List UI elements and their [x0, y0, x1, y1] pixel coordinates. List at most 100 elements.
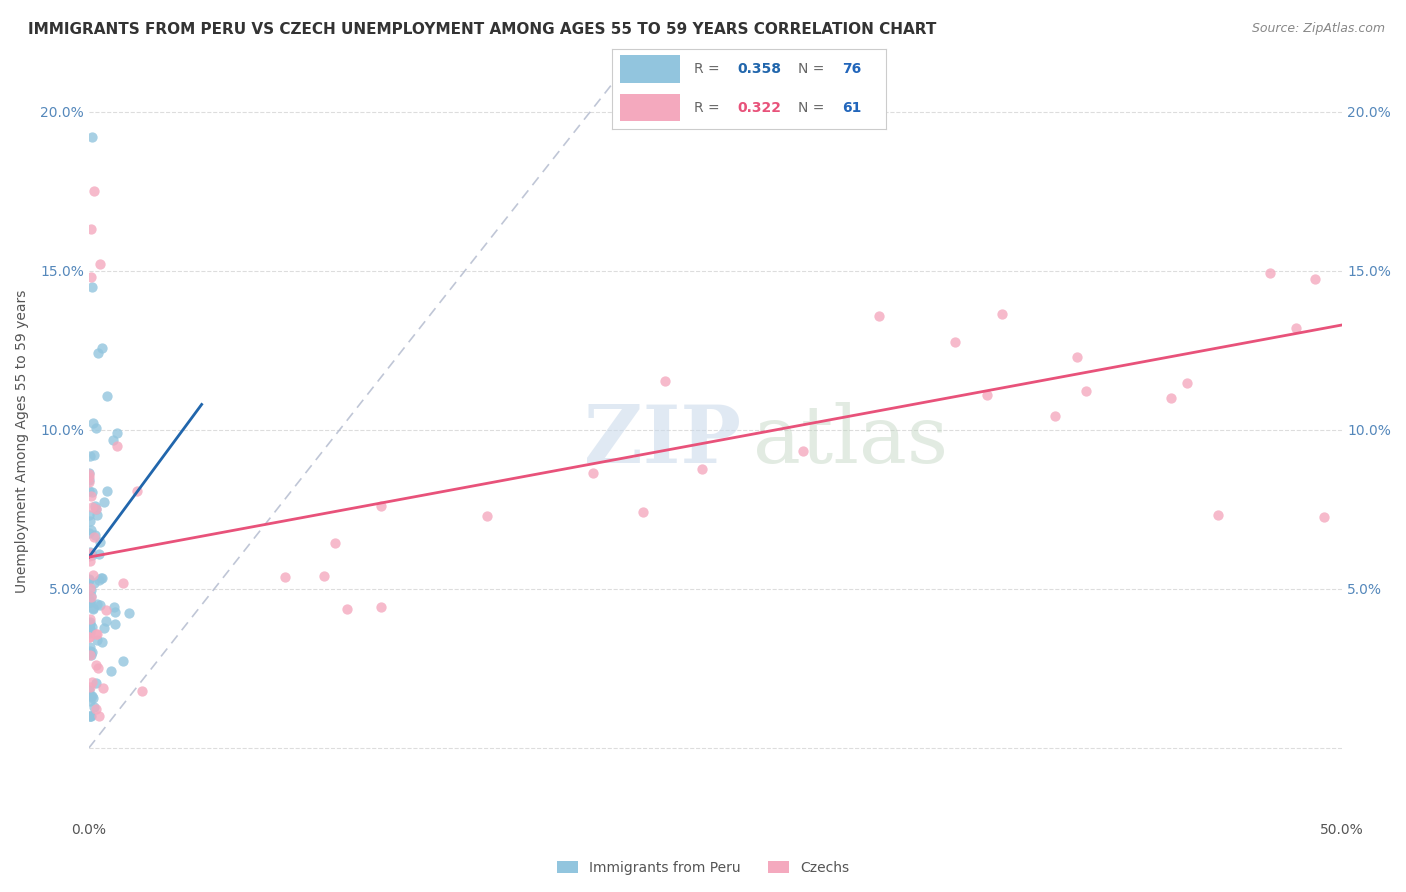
Point [83, 527, 105, 541]
Point [77, 470, 100, 484]
Point [370, 600, 392, 615]
Point [77, 467, 100, 482]
Text: R =: R = [695, 101, 724, 115]
Point [79, 489, 101, 503]
Point [79, 648, 101, 663]
Point [96, 603, 118, 617]
Point [80, 500, 103, 514]
Point [77, 466, 100, 480]
Point [90, 571, 112, 585]
Point [117, 606, 139, 620]
Point [77, 682, 100, 697]
Point [77, 549, 100, 563]
Point [274, 570, 297, 584]
Point [77, 526, 100, 541]
Point [79, 648, 101, 663]
Point [90, 635, 112, 649]
Point [112, 654, 135, 668]
Point [84, 421, 107, 435]
Point [792, 444, 814, 458]
Point [80, 549, 103, 563]
Point [93, 494, 115, 508]
Point [82, 600, 104, 615]
Point [976, 388, 998, 402]
Point [77, 573, 100, 587]
Point [631, 505, 654, 519]
Point [90, 571, 112, 585]
Point [1258, 266, 1281, 280]
Point [79, 449, 101, 463]
Point [79, 595, 101, 609]
Point [101, 433, 124, 447]
Point [79, 626, 101, 640]
Point [79, 514, 101, 528]
Point [112, 575, 135, 590]
Legend: Immigrants from Peru, Czechs: Immigrants from Peru, Czechs [551, 855, 855, 880]
Point [84, 702, 107, 716]
Point [79, 689, 101, 703]
Text: ZIP: ZIP [583, 402, 741, 480]
Point [83, 448, 105, 462]
Point [79, 617, 101, 632]
Point [82, 485, 104, 500]
Point [80, 709, 103, 723]
Point [1305, 272, 1327, 286]
Text: 76: 76 [842, 62, 860, 76]
Point [77, 484, 100, 499]
Point [79, 630, 101, 644]
Point [79, 640, 101, 654]
Point [690, 462, 713, 476]
Point [80, 270, 103, 285]
Point [91, 681, 114, 695]
Point [83, 530, 105, 544]
Point [87, 573, 110, 587]
Point [104, 617, 127, 632]
Point [84, 502, 107, 516]
Point [83, 576, 105, 591]
Y-axis label: Unemployment Among Ages 55 to 59 years: Unemployment Among Ages 55 to 59 years [15, 289, 30, 592]
Point [89, 257, 111, 271]
Point [131, 683, 153, 698]
Point [80, 523, 103, 537]
Point [79, 546, 101, 560]
Point [370, 499, 392, 513]
Point [79, 709, 101, 723]
Point [80, 590, 103, 604]
Point [80, 222, 103, 236]
Point [1043, 409, 1066, 423]
Text: N =: N = [799, 62, 828, 76]
Text: N =: N = [799, 101, 828, 115]
Point [82, 690, 104, 705]
Text: Source: ZipAtlas.com: Source: ZipAtlas.com [1251, 22, 1385, 36]
Point [86, 633, 108, 648]
Point [82, 416, 104, 430]
Point [86, 508, 108, 523]
Point [79, 680, 101, 694]
Point [1076, 384, 1098, 398]
Point [83, 700, 105, 714]
Point [80, 620, 103, 634]
Point [80, 645, 103, 659]
Point [1312, 510, 1334, 524]
Point [96, 615, 118, 629]
Text: 0.322: 0.322 [738, 101, 782, 115]
Point [100, 664, 122, 678]
Point [79, 708, 101, 723]
Point [80, 690, 103, 704]
Point [943, 335, 966, 350]
Point [84, 657, 107, 672]
Point [89, 547, 111, 561]
Point [77, 648, 100, 662]
Point [125, 483, 148, 498]
Point [77, 630, 100, 644]
Bar [620, 55, 681, 83]
Point [103, 599, 125, 614]
Point [868, 310, 890, 324]
Point [84, 676, 107, 690]
Point [93, 621, 115, 635]
Point [91, 342, 114, 356]
Point [79, 622, 101, 636]
Point [82, 567, 104, 582]
Point [1160, 391, 1182, 405]
Point [79, 475, 101, 489]
